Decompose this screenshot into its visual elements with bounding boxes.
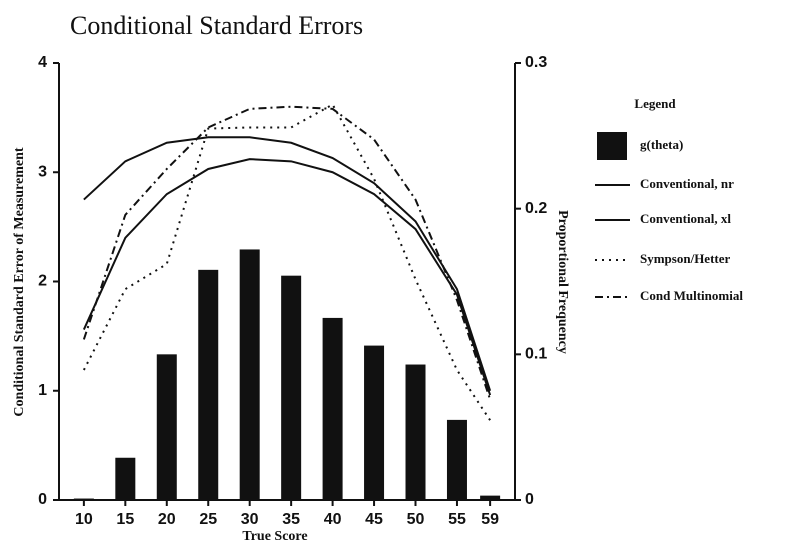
- bar: [239, 249, 260, 500]
- chart-title: Conditional Standard Errors: [70, 11, 363, 40]
- bar: [156, 354, 177, 500]
- bar: [198, 269, 219, 500]
- legend-label: Conventional, xl: [640, 211, 731, 226]
- bar: [73, 498, 94, 500]
- x-tick-label: 15: [116, 511, 134, 528]
- y2-axis-label: Proportional Frequency: [555, 210, 570, 354]
- y-tick-label: 3: [38, 163, 47, 180]
- x-tick-label: 50: [407, 511, 425, 528]
- bar: [281, 275, 302, 500]
- bar: [405, 364, 426, 500]
- x-tick-label: 40: [324, 511, 342, 528]
- y2-tick-label: 0.1: [525, 346, 547, 363]
- bar: [446, 419, 467, 500]
- line: [83, 136, 492, 392]
- y2-tick-label: 0: [525, 491, 534, 508]
- legend-swatch: [597, 132, 627, 160]
- y-axis-label: Conditional Standard Error of Measuremen…: [12, 147, 27, 416]
- x-tick-label: 30: [241, 511, 259, 528]
- bar: [115, 457, 136, 500]
- bar: [322, 317, 343, 500]
- legend-title: Legend: [634, 96, 676, 111]
- y-tick-label: 2: [38, 273, 47, 290]
- x-tick-label: 45: [365, 511, 383, 528]
- y-tick-label: 4: [38, 54, 47, 71]
- x-tick-label: 59: [481, 511, 499, 528]
- x-tick-label: 35: [282, 511, 300, 528]
- legend-label: Cond Multinomial: [640, 288, 743, 303]
- y2-tick-label: 0.2: [525, 200, 547, 217]
- legend-label: Sympson/Hetter: [640, 251, 731, 266]
- x-tick-label: 20: [158, 511, 176, 528]
- y-tick-label: 1: [38, 382, 47, 399]
- x-axis-label: True Score: [242, 529, 307, 544]
- y2-tick-label: 0.3: [525, 54, 547, 71]
- x-tick-label: 10: [75, 511, 93, 528]
- line: [82, 105, 492, 400]
- legend-label: Conventional, nr: [640, 176, 734, 191]
- line: [82, 158, 492, 396]
- legend-label: g(theta): [640, 137, 683, 152]
- x-tick-label: 25: [199, 511, 217, 528]
- line: [82, 103, 491, 421]
- y-tick-label: 0: [38, 491, 47, 508]
- bar: [480, 495, 501, 500]
- bar: [364, 345, 385, 500]
- x-tick-label: 55: [448, 511, 466, 528]
